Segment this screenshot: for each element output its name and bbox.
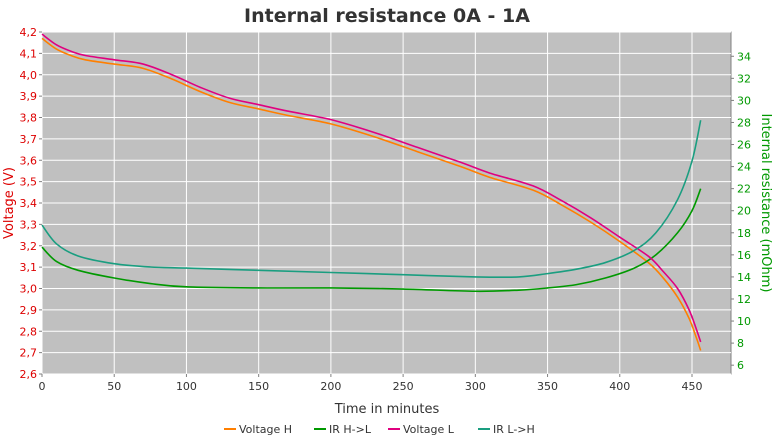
x-tick-label: 450: [682, 380, 703, 393]
y-left-tick-label: 2,7: [20, 347, 38, 360]
y-right-tick-label: 24: [737, 161, 751, 174]
y-left-tick-label: 4,0: [20, 69, 38, 82]
series-line-ir-l-h: [41, 120, 702, 279]
y-right-tick-label: 28: [737, 116, 751, 129]
y-left-tick-label: 2,6: [20, 368, 38, 381]
x-tick-label: 350: [537, 380, 558, 393]
y-left-tick-label: 3,4: [20, 197, 38, 210]
x-axis-label: Time in minutes: [334, 402, 440, 417]
y-left-axis: 2,6 2,7 2,8 2,9 3,0 3,1 3,2 3,3 3,4 3,5 3,6 3,7 3,8 3…: [20, 26, 42, 381]
legend-label-ir-h-l: IR H->L: [329, 423, 372, 436]
y-right-tick-label: 32: [737, 72, 751, 85]
x-tick-label: 250: [393, 380, 414, 393]
y-right-tick-label: 16: [737, 249, 751, 262]
y-right-tick-label: 8: [737, 337, 744, 350]
y-right-tick-label: 22: [737, 183, 751, 196]
y-right-tick-label: 34: [737, 50, 751, 63]
y-right-tick-label: 14: [737, 271, 751, 284]
y-left-tick-label: 3,0: [20, 283, 38, 296]
y-left-tick-label: 4,1: [20, 47, 38, 60]
y-left-tick-label: 3,9: [20, 90, 38, 103]
series-line-ir-h-l: [41, 188, 702, 293]
y-left-tick-label: 2,9: [20, 304, 38, 317]
y-right-tick-label: 12: [737, 293, 751, 306]
x-tick-label: 50: [107, 380, 121, 393]
y-right-tick-label: 30: [737, 94, 751, 107]
y-left-tick-label: 4,2: [20, 26, 38, 39]
y-left-axis-label: Voltage (V): [2, 167, 17, 239]
x-tick-label: 0: [39, 380, 46, 393]
y-left-tick-label: 3,5: [20, 176, 38, 189]
y-left-tick-label: 3,1: [20, 261, 38, 274]
chart-title: Internal resistance 0A - 1A: [244, 5, 530, 27]
y-right-axis: 6 8 10 12 14 16 18 20 22 24 26 28 30 32 34: [731, 50, 751, 372]
x-tick-label: 300: [465, 380, 486, 393]
y-left-tick-label: 3,8: [20, 112, 38, 125]
y-left-tick-label: 3,3: [20, 218, 38, 231]
x-tick-label: 400: [609, 380, 630, 393]
legend-label-voltage-h: Voltage H: [239, 423, 292, 436]
y-right-tick-label: 10: [737, 315, 751, 328]
x-axis: 0 50 100 150 200 250 300 350 400 450: [39, 374, 703, 393]
y-left-tick-label: 3,7: [20, 133, 38, 146]
y-left-tick-label: 3,2: [20, 240, 38, 253]
legend-label-voltage-l: Voltage L: [403, 423, 455, 436]
x-tick-label: 200: [320, 380, 341, 393]
x-tick-label: 150: [248, 380, 269, 393]
y-left-tick-label: 3,6: [20, 154, 38, 167]
x-tick-label: 100: [176, 380, 197, 393]
legend: Voltage H IR H->L Voltage L IR L->H: [224, 423, 535, 436]
y-right-tick-label: 26: [737, 139, 751, 152]
y-right-tick-label: 20: [737, 205, 751, 218]
series-layer: [41, 33, 702, 351]
y-right-axis-label: Internal resistance (mOhm): [758, 114, 773, 293]
y-left-tick-label: 2,8: [20, 325, 38, 338]
y-right-tick-label: 6: [737, 359, 744, 372]
series-line-voltage-l: [41, 33, 702, 343]
y-right-tick-label: 18: [737, 227, 751, 240]
legend-label-ir-l-h: IR L->H: [493, 423, 535, 436]
series-line-voltage-h: [41, 37, 702, 351]
